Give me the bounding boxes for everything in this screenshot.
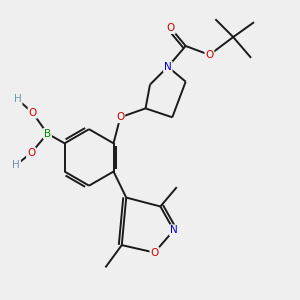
Text: O: O xyxy=(205,50,214,60)
Text: O: O xyxy=(167,23,175,33)
Text: O: O xyxy=(116,112,124,122)
Text: H: H xyxy=(12,160,20,170)
Text: H: H xyxy=(14,94,22,104)
Text: B: B xyxy=(44,129,51,139)
Text: O: O xyxy=(27,148,35,158)
Text: N: N xyxy=(164,62,172,72)
Text: N: N xyxy=(170,225,178,235)
Text: O: O xyxy=(28,108,37,118)
Text: O: O xyxy=(150,248,159,257)
